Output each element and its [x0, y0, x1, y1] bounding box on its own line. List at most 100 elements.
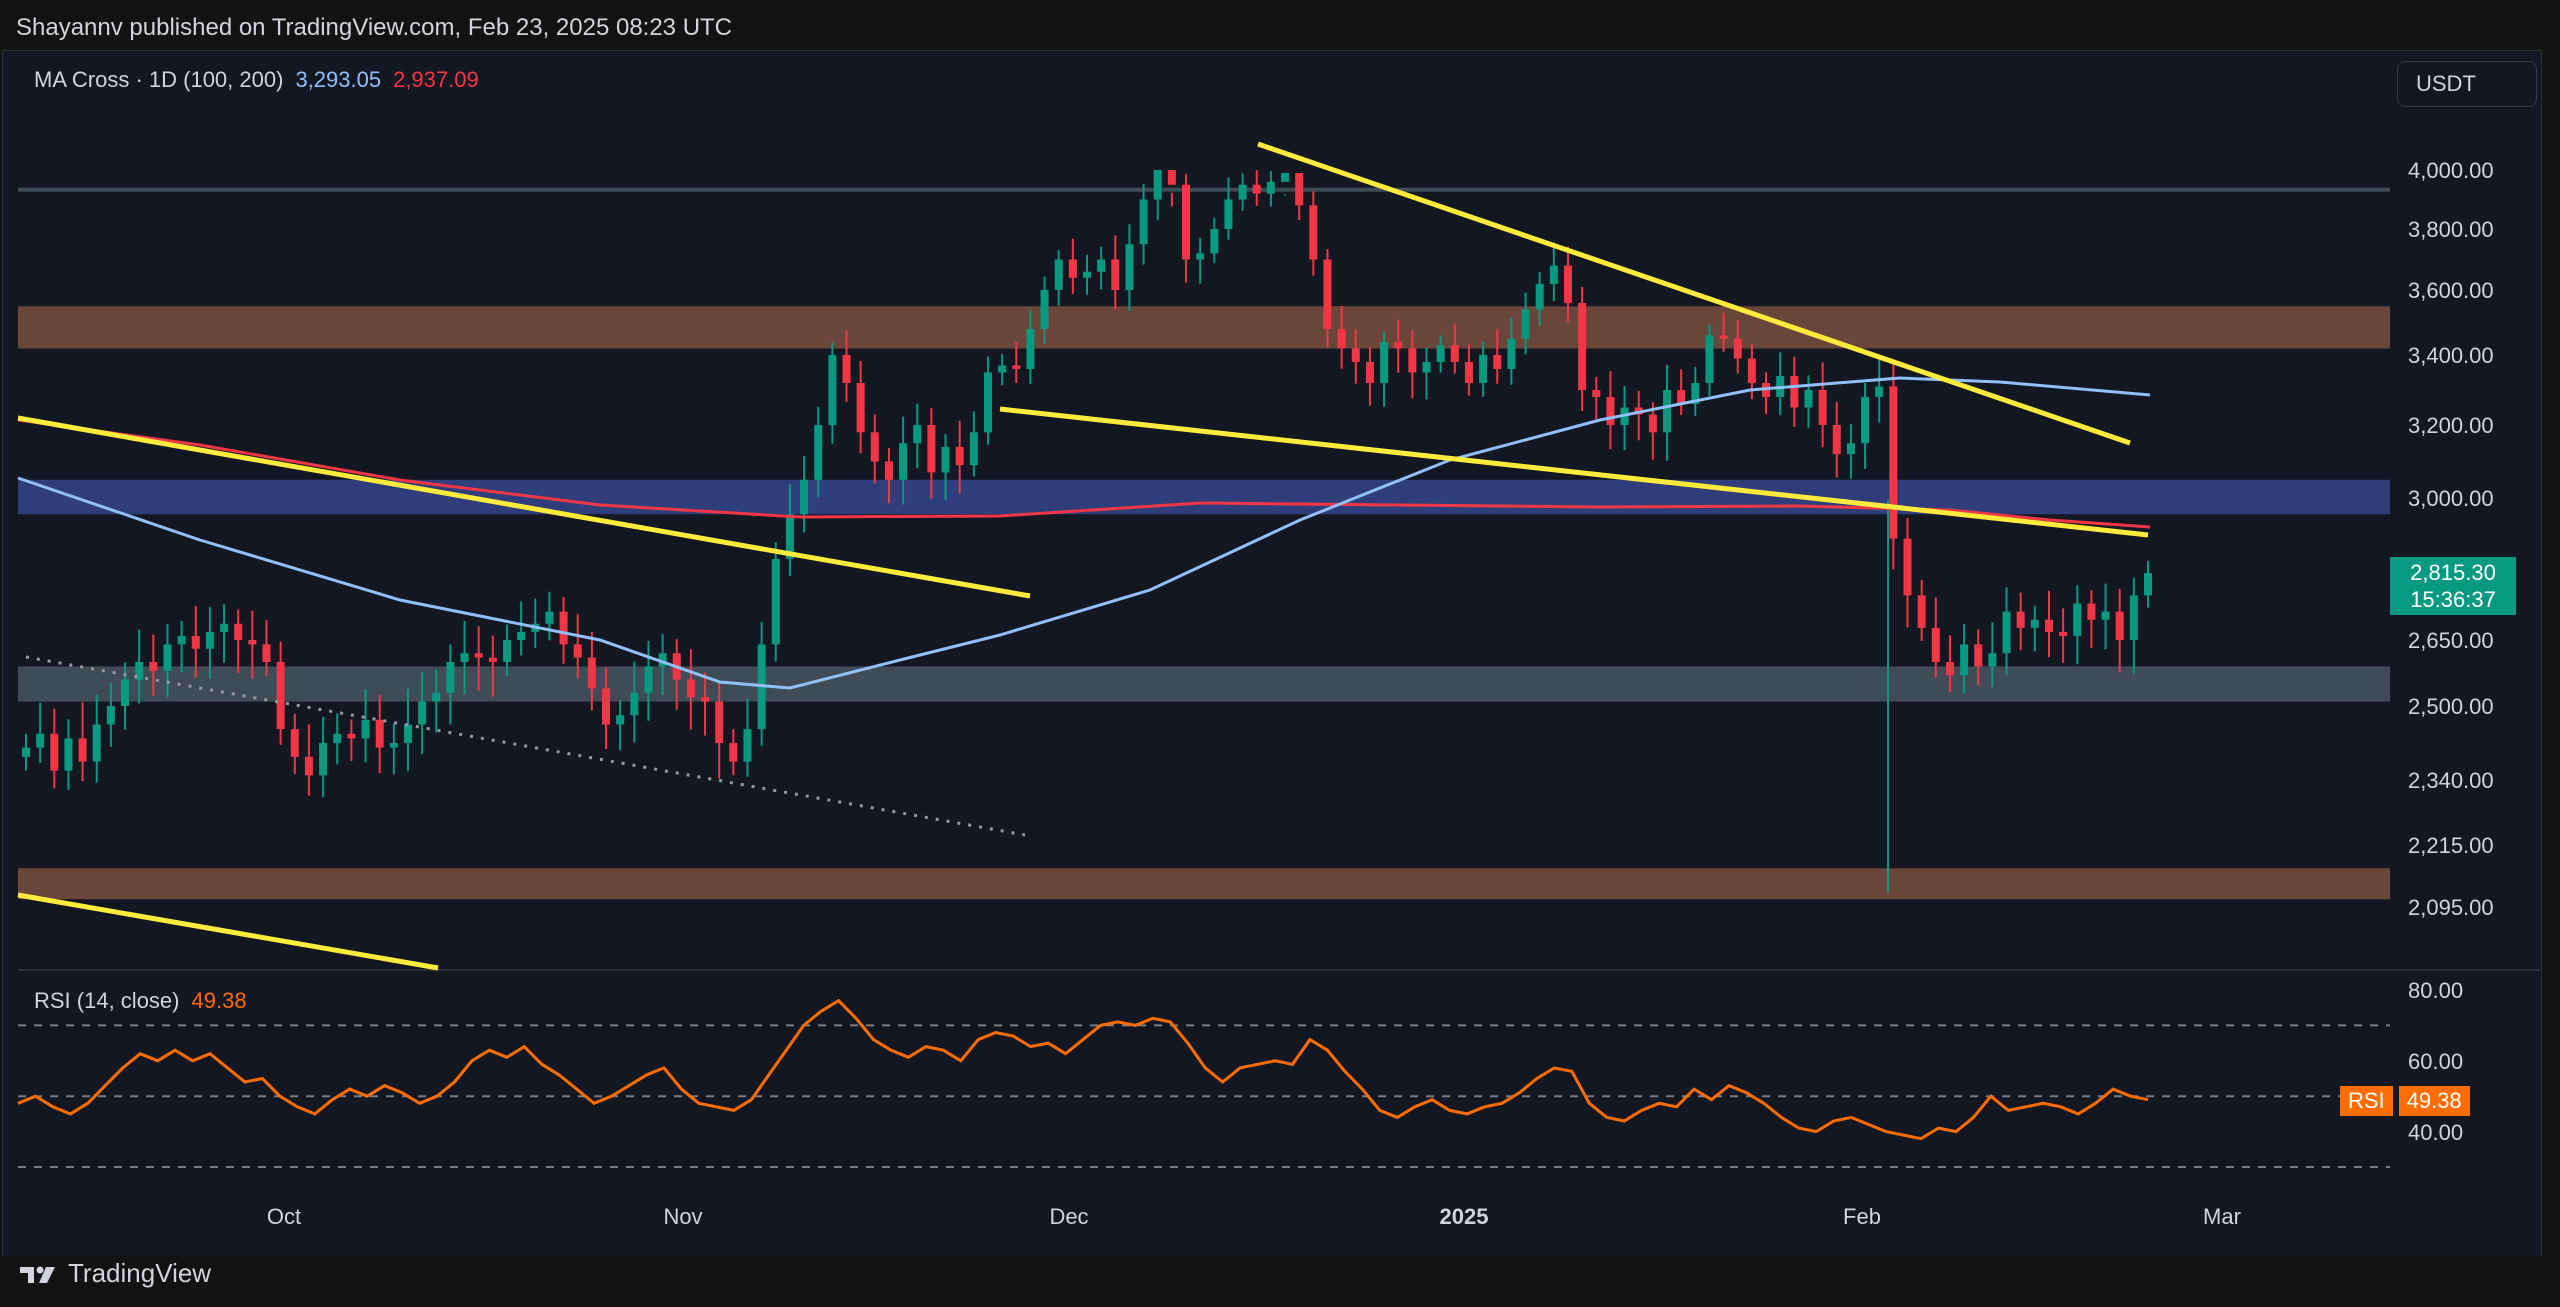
- candle-body: [771, 558, 780, 645]
- brand[interactable]: TradingView: [18, 1258, 211, 1289]
- candle-body: [502, 640, 511, 662]
- trendline-lower-descending: [999, 406, 2149, 538]
- brand-name: TradingView: [68, 1258, 212, 1288]
- rsi-tag-label: RSI: [2340, 1086, 2393, 1116]
- candle-body: [78, 738, 87, 762]
- candle-body: [785, 514, 794, 559]
- candle-body: [884, 461, 893, 480]
- candle-body: [1281, 172, 1290, 182]
- candle-body: [983, 372, 992, 433]
- candle-body: [2144, 573, 2152, 596]
- candle-body: [686, 679, 695, 698]
- time-tick-label: Oct: [267, 1204, 301, 1229]
- candle-body: [1733, 338, 1742, 359]
- candle-body: [22, 747, 30, 757]
- candle-body: [92, 724, 101, 762]
- candle-body: [2044, 619, 2053, 632]
- ma100-line: [17, 376, 2151, 690]
- candle-body: [1521, 309, 1530, 339]
- candle-body: [1493, 355, 1502, 369]
- support-zone-2550: [18, 666, 2390, 702]
- candle-body: [955, 446, 964, 466]
- candle-body: [262, 644, 271, 662]
- candle-body: [1592, 390, 1601, 397]
- price-tick-label: 2,095.00: [2408, 895, 2494, 920]
- rsi-tick-label: 40.00: [2408, 1120, 2463, 1145]
- candle-body: [1309, 205, 1318, 260]
- trendline-bottom-descending: [17, 892, 439, 971]
- candle-body: [1054, 259, 1063, 290]
- candle-body: [1648, 414, 1657, 433]
- candle-body: [800, 479, 809, 515]
- candle-body: [1266, 181, 1275, 194]
- candle-body: [870, 432, 879, 462]
- candle-body: [1705, 335, 1714, 383]
- footer: [0, 1256, 2560, 1307]
- candle-body: [1450, 345, 1459, 362]
- last-price-tag: 2,815.30 15:36:37: [2390, 557, 2516, 615]
- candle-body: [1125, 244, 1134, 290]
- candle-body: [121, 679, 130, 706]
- candle-body: [205, 631, 214, 649]
- candle-body: [2073, 603, 2082, 636]
- candle-body: [1804, 390, 1813, 408]
- candle-body: [1026, 329, 1035, 369]
- candle-body: [276, 662, 285, 730]
- time-tick-label: Mar: [2203, 1204, 2241, 1229]
- candle-body: [1167, 170, 1176, 185]
- candle-body: [1549, 265, 1558, 284]
- candle-body: [644, 666, 653, 693]
- candle-body: [1139, 199, 1148, 245]
- candle-body: [1861, 397, 1870, 444]
- candle-body: [220, 623, 229, 632]
- candle-body: [460, 653, 469, 662]
- rsi-tick-label: 60.00: [2408, 1049, 2463, 1074]
- candle-body: [602, 688, 611, 725]
- candle-body: [1012, 365, 1021, 369]
- candle-body: [573, 644, 582, 658]
- candle-body: [630, 692, 639, 716]
- price-tick-label: 3,800.00: [2408, 217, 2494, 242]
- candle-body: [1224, 199, 1233, 229]
- candle-body: [1295, 172, 1304, 206]
- candle-body: [2101, 611, 2110, 620]
- candle-body: [998, 365, 1007, 373]
- price-tick-label: 3,000.00: [2408, 486, 2494, 511]
- price-tick-label: 4,000.00: [2408, 158, 2494, 183]
- time-tick-label: Dec: [1049, 1204, 1088, 1229]
- rsi-value: 49.38: [191, 988, 247, 1013]
- price-tick-label: 3,200.00: [2408, 413, 2494, 438]
- candle-body: [389, 743, 398, 748]
- price-tick-label: 2,650.00: [2408, 628, 2494, 653]
- candle-body: [347, 733, 356, 739]
- candle-body: [106, 706, 115, 725]
- candle-body: [1846, 443, 1855, 455]
- candle-body: [488, 657, 497, 662]
- trendline-upper-descending: [1257, 141, 2131, 446]
- candle-body: [2129, 595, 2138, 640]
- candle-body: [375, 719, 384, 748]
- price-tick-label: 2,340.00: [2408, 768, 2494, 793]
- candle-body: [1252, 184, 1261, 194]
- candle-body: [2087, 603, 2096, 620]
- candle-body: [1889, 386, 1898, 539]
- price-tick-label: 2,500.00: [2408, 694, 2494, 719]
- candle-body: [1408, 348, 1417, 373]
- ma200-value: 2,937.09: [393, 67, 479, 92]
- candle-body: [1464, 362, 1473, 383]
- candle-body: [234, 623, 243, 640]
- candle-body: [1210, 229, 1219, 254]
- publisher-text: Shayannv published on TradingView.com, F…: [16, 14, 733, 41]
- dotted-trendline: [25, 655, 1026, 837]
- candle-body: [1988, 653, 1997, 667]
- candle-body: [715, 701, 724, 743]
- candle-body: [177, 635, 186, 645]
- currency-button[interactable]: USDT: [2397, 61, 2537, 107]
- candle-body: [899, 443, 908, 480]
- candle-body: [1875, 386, 1884, 397]
- chart-frame[interactable]: [2, 50, 2542, 1267]
- tradingview-logo-icon: [20, 1266, 55, 1283]
- ma-indicator-label: MA Cross · 1D (100, 200): [34, 67, 284, 92]
- bar-countdown: 15:36:37: [2410, 587, 2496, 612]
